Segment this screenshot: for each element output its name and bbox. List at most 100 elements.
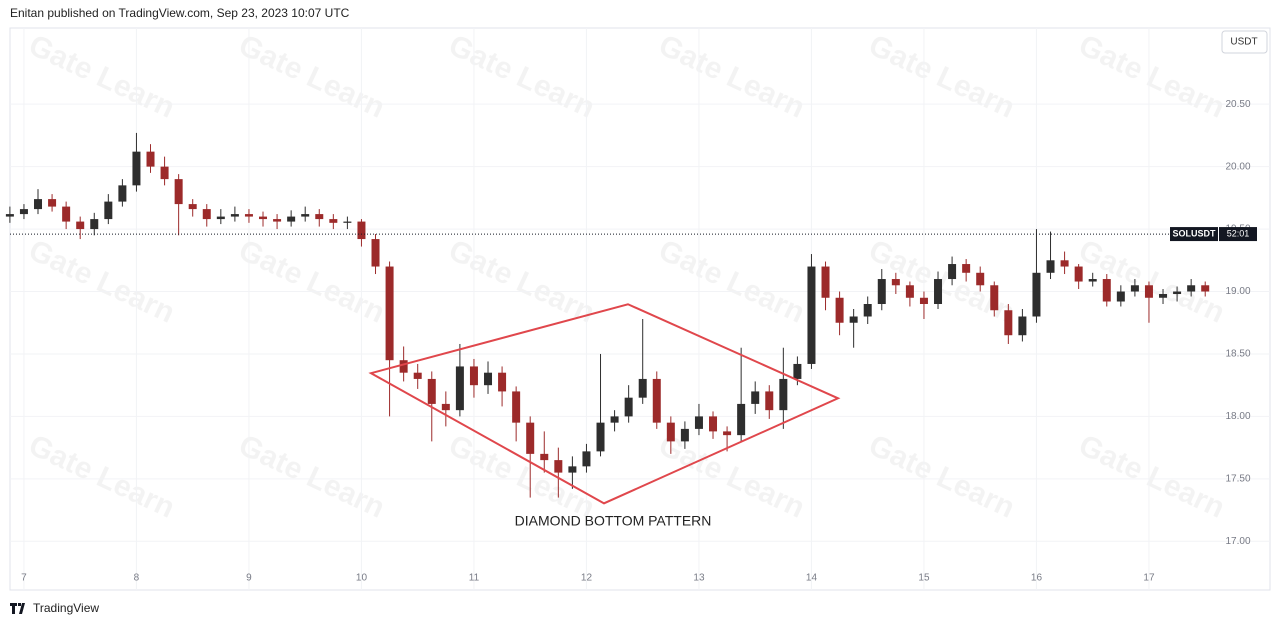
candle-body — [709, 416, 718, 432]
candle-body — [146, 151, 155, 167]
candle-body — [1088, 279, 1097, 282]
candle-body — [934, 279, 943, 305]
candle-body — [230, 214, 239, 217]
candle-body — [1102, 279, 1111, 302]
candle-body — [919, 297, 928, 305]
candle-body — [1159, 294, 1168, 298]
candle-body — [441, 403, 450, 411]
candle-body — [34, 199, 43, 210]
annotation-text: DIAMOND BOTTOM PATTERN — [515, 513, 712, 529]
candle-body — [891, 279, 900, 286]
header: Enitan published on TradingView.com, Sep… — [10, 6, 350, 20]
candle-body — [244, 214, 253, 217]
candle-body — [1004, 310, 1013, 336]
candle-body — [498, 372, 507, 392]
candle-body — [1144, 285, 1153, 298]
y-tick-label: 20.50 — [1225, 99, 1250, 110]
candle-body — [1018, 316, 1027, 336]
candle-body — [962, 264, 971, 273]
candle-body — [343, 221, 352, 223]
candle-body — [399, 360, 408, 373]
candle-body — [329, 219, 338, 223]
countdown-label: 52:01 — [1227, 228, 1250, 238]
candle-body — [948, 264, 957, 280]
candle-body — [62, 206, 71, 222]
candle-body — [19, 209, 28, 215]
y-tick-label: 18.50 — [1225, 349, 1250, 360]
frame — [9, 27, 1271, 591]
candle-body — [835, 297, 844, 323]
candle-body — [596, 422, 605, 452]
candle-body — [793, 363, 802, 379]
candle-body — [371, 239, 380, 267]
candle-body — [512, 391, 521, 423]
candle-body — [484, 372, 493, 386]
y-tick-label: 18.00 — [1225, 411, 1250, 422]
x-tick-label: 7 — [21, 573, 27, 584]
candle-body — [76, 221, 85, 230]
y-tick-label: 20.00 — [1225, 161, 1250, 172]
candle-body — [610, 416, 619, 423]
diamond-pattern — [368, 303, 841, 505]
candle-body — [188, 204, 197, 210]
candle-body — [48, 199, 57, 207]
candle-body — [779, 378, 788, 411]
candle-body — [1201, 285, 1210, 292]
candle-body — [5, 214, 14, 217]
x-tick-label: 8 — [134, 573, 140, 584]
grid: 17.0017.5018.0018.5019.0019.5020.0020.50… — [10, 28, 1270, 590]
candle-body — [455, 366, 464, 411]
candle-body — [976, 272, 985, 286]
candle-body — [216, 216, 225, 220]
candle-body — [751, 391, 760, 404]
currency-box[interactable] — [1221, 30, 1268, 54]
candle-body — [694, 416, 703, 429]
candle-body — [301, 214, 310, 217]
candle-body — [427, 378, 436, 404]
candle-body — [132, 151, 141, 186]
candle-body — [1173, 291, 1182, 295]
x-tick-label: 17 — [1143, 573, 1155, 584]
candle-body — [104, 201, 113, 220]
footer-logo — [10, 603, 25, 614]
footer: TradingView — [33, 601, 99, 615]
candle-body — [413, 372, 422, 379]
candle-body — [849, 316, 858, 323]
candle-body — [1116, 291, 1125, 302]
candle-body — [737, 403, 746, 436]
candle-body — [90, 219, 99, 230]
candle-body — [273, 219, 282, 222]
candle-body — [1074, 266, 1083, 282]
candle-body — [905, 285, 914, 298]
x-tick-label: 12 — [581, 573, 593, 584]
candle-body — [315, 214, 324, 220]
candle-body — [807, 266, 816, 364]
candle-body — [287, 216, 296, 222]
candle-body — [652, 378, 661, 423]
candle-body — [863, 304, 872, 317]
candle-body — [1187, 285, 1196, 292]
candle-body — [680, 428, 689, 442]
candle-body — [1032, 272, 1041, 317]
candle-body — [723, 431, 732, 436]
x-tick-label: 14 — [806, 573, 818, 584]
candle-body — [259, 216, 268, 220]
candle-body — [526, 422, 535, 454]
candle-body — [174, 179, 183, 205]
candle-body — [160, 166, 169, 180]
candle-body — [877, 279, 886, 305]
candle-body — [540, 453, 549, 461]
candle-body — [821, 266, 830, 298]
symbol-box — [1170, 227, 1218, 242]
marks: SOLUSDT 52:01 DIAMOND BOTTOM PATTERN — [5, 132, 1257, 529]
candle-body — [638, 378, 647, 398]
candle-body — [582, 451, 591, 467]
y-tick-label: 17.50 — [1225, 473, 1250, 484]
x-tick-label: 11 — [469, 573, 480, 584]
candle-body — [1060, 260, 1069, 267]
candle-body — [469, 366, 478, 386]
x-tick-label: 15 — [918, 573, 930, 584]
